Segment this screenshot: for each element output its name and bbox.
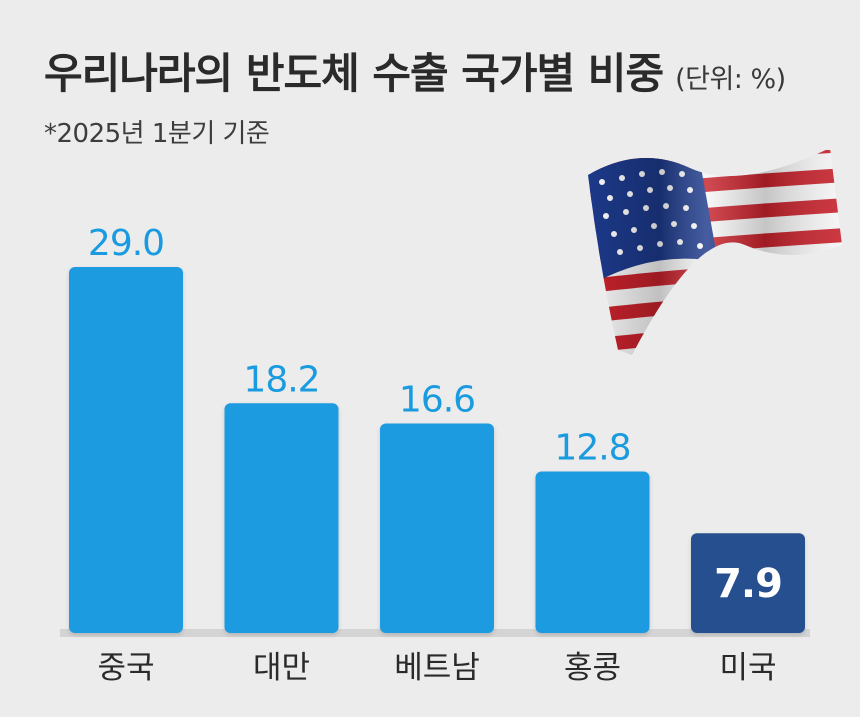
chart-title: 우리나라의 반도체 수출 국가별 비중 (44, 49, 664, 98)
bar-2 (380, 423, 494, 633)
value-label-3: 12.8 (554, 427, 630, 468)
value-label-1: 18.2 (243, 359, 319, 400)
bar-0 (69, 267, 183, 633)
category-label-2: 베트남 (394, 650, 480, 686)
value-label-2: 16.6 (399, 379, 475, 420)
category-label-0: 중국 (97, 650, 154, 686)
category-label-4: 미국 (719, 650, 776, 686)
value-label-0: 29.0 (88, 223, 164, 264)
value-label-4: 7.9 (714, 561, 782, 607)
title-row: 우리나라의 반도체 수출 국가별 비중 (단위: %) (44, 40, 786, 101)
unit-label: (단위: %) (675, 64, 786, 95)
category-label-3: 홍콩 (564, 650, 621, 686)
us-flag-icon (580, 148, 845, 359)
bar-1 (224, 403, 339, 633)
bar-4 (691, 533, 805, 633)
bar-3 (535, 471, 650, 633)
chart-subtitle: *2025년 1분기 기준 (44, 119, 270, 149)
category-label-1: 대만 (253, 650, 310, 686)
